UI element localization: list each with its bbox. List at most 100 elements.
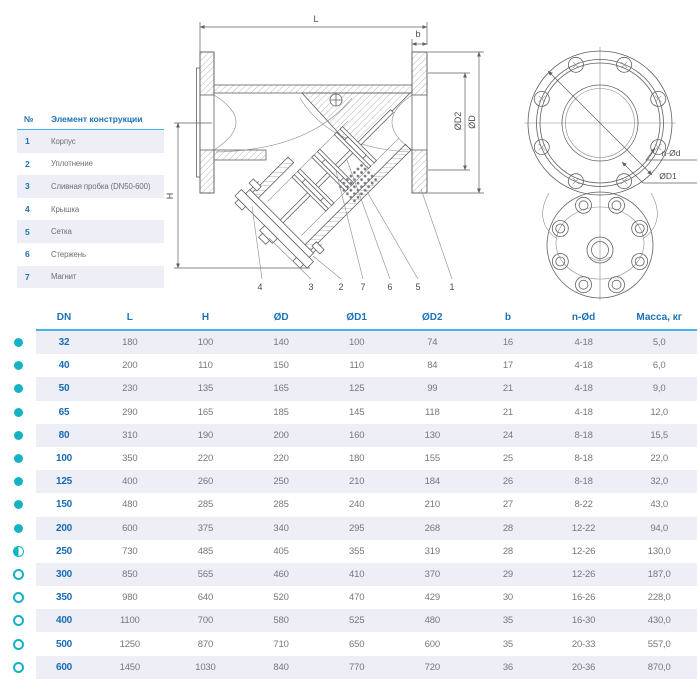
- legend-row: 3 Сливная пробка (DN50-600): [17, 175, 164, 198]
- row-bullet-filled-icon: [13, 384, 23, 394]
- row-band: 40 200 110 150 110 84 17 4-18 6,0: [36, 354, 697, 377]
- row-band: 150 480 285 285 240 210 27 8-22 43,0: [36, 493, 697, 516]
- bottom-view: [542, 191, 658, 299]
- dimension-OD: ØD: [428, 51, 484, 194]
- cell-dn: 50: [58, 383, 70, 395]
- legend-rows: 1 Корпус 2 Уплотнение 3 Сливная пробка (DN50-…: [17, 130, 164, 289]
- cell-dn: 250: [55, 545, 73, 557]
- cell: 700: [197, 615, 214, 627]
- callout-2: 2: [338, 282, 343, 292]
- cell: 319: [424, 545, 440, 557]
- row-band: 125 400 260 250 210 184 26 8-18 32,0: [36, 470, 697, 494]
- cell: 565: [197, 568, 214, 580]
- table-row: 100 350 220 220 180 155 25 8-18 22,0: [0, 447, 697, 470]
- column-header: H: [201, 312, 210, 323]
- cell: 185: [273, 406, 289, 418]
- legend-item-number: 5: [25, 226, 30, 237]
- legend-row: 5 Сетка: [17, 220, 164, 243]
- cell: 16-26: [571, 592, 596, 604]
- legend-row: 1 Корпус: [17, 130, 164, 153]
- row-bullet-open-icon: [12, 568, 24, 580]
- legend-header-num: №: [24, 113, 34, 124]
- cell: 160: [349, 429, 365, 441]
- cell: 21: [502, 406, 514, 418]
- cell: 4-18: [574, 406, 593, 418]
- cell-dn: 350: [55, 592, 73, 604]
- cell: 1100: [119, 615, 140, 627]
- cell: 130,0: [647, 545, 671, 557]
- legend-item-name: Сливная пробка (DN50-600): [51, 181, 151, 191]
- technical-drawing: L b ØD ØD2 H: [165, 14, 697, 300]
- cell: 210: [349, 476, 365, 488]
- legend-item-number: 7: [25, 271, 30, 282]
- svg-text:n-Ød: n-Ød: [662, 148, 681, 158]
- cell: 210: [424, 499, 440, 511]
- column-header: b: [504, 312, 511, 323]
- bullet-cell: [0, 493, 36, 516]
- callout-numbers: 4 3 2 7 6 5 1: [257, 282, 454, 292]
- table-row: 300 850 565 460 410 370 29 12-26 187,0: [0, 562, 697, 587]
- bullet-cell: [0, 656, 36, 679]
- cell: 24: [502, 429, 514, 441]
- cell: 118: [425, 406, 440, 418]
- cell: 200: [122, 360, 138, 372]
- row-bullet-filled-icon: [13, 361, 23, 371]
- legend-item-name: Магнит: [51, 272, 77, 282]
- cell: 180: [349, 453, 365, 465]
- bullet-cell: [0, 563, 36, 586]
- cell: 26: [502, 476, 514, 488]
- callout-4: 4: [257, 282, 262, 292]
- cell: 1030: [195, 661, 216, 673]
- cell: 155: [424, 453, 440, 465]
- cell: 9,0: [652, 383, 666, 395]
- cell: 99: [427, 383, 438, 395]
- legend-item-name: Крышка: [51, 204, 80, 214]
- row-band: 32 180 100 140 100 74 16 4-18 5,0: [36, 331, 697, 355]
- cell: 220: [273, 453, 289, 465]
- row-band: 100 350 220 220 180 155 25 8-18 22,0: [36, 447, 697, 470]
- cell-dn: 80: [58, 429, 70, 441]
- cell: 268: [424, 522, 440, 534]
- row-bullet-open-icon: [12, 638, 24, 650]
- cell: 228,0: [647, 592, 671, 604]
- cell: 28: [502, 522, 514, 534]
- legend-item-name: Корпус: [51, 136, 76, 146]
- cell: 8-22: [574, 499, 593, 511]
- cell-dn: 32: [58, 337, 70, 349]
- table-row: 250 730 485 405 355 319 28 12-26 130,0: [0, 540, 697, 563]
- callout-7: 7: [360, 282, 365, 292]
- bullet-cell: [0, 401, 36, 424]
- cell-dn: 400: [55, 615, 73, 627]
- dimension-L: L: [199, 14, 428, 56]
- cell: 870,0: [647, 661, 671, 673]
- table-row: 500 1250 870 710 650 600 35 20-33 557,0: [0, 632, 697, 655]
- dim-label-OD2: ØD2: [453, 112, 463, 131]
- table-row: 400 1100 700 580 525 480 35 16-30 430,0: [0, 609, 697, 633]
- cell: 557,0: [647, 638, 671, 650]
- cell: 525: [349, 615, 365, 627]
- disc-stack: [291, 168, 335, 212]
- legend-item-name: Сетка: [51, 227, 72, 237]
- dimension-OD2: ØD2: [428, 72, 470, 171]
- row-bullet-filled-icon: [13, 338, 23, 348]
- row-bullet-open-icon: [12, 615, 24, 627]
- cell: 187,0: [647, 568, 671, 580]
- cell: 15,5: [650, 429, 669, 441]
- cell: 410: [349, 568, 365, 580]
- cell: 100: [349, 337, 365, 349]
- pipe-bottom-wall-left: [213, 149, 267, 161]
- spec-table-header: DN L H ØD ØD1 ØD2 b n-Ød Масса, кг: [0, 306, 697, 331]
- legend-header: № Элемент конструкции: [17, 108, 164, 130]
- cell-dn: 500: [55, 638, 73, 650]
- cell: 20-36: [571, 661, 596, 673]
- row-bullet-filled-icon: [13, 430, 23, 440]
- cell: 140: [273, 337, 289, 349]
- row-band: 600 1450 1030 840 770 720 36 20-36 870,0: [36, 655, 697, 679]
- column-header: ØD: [273, 312, 289, 323]
- dim-label-b: b: [415, 29, 420, 39]
- cell: 8-18: [574, 453, 593, 465]
- table-row: 150 480 285 285 240 210 27 8-22 43,0: [0, 493, 697, 516]
- bullet-cell: [0, 424, 36, 447]
- legend-item-name: Стержень: [51, 249, 86, 259]
- bullet-column-header: [0, 306, 36, 331]
